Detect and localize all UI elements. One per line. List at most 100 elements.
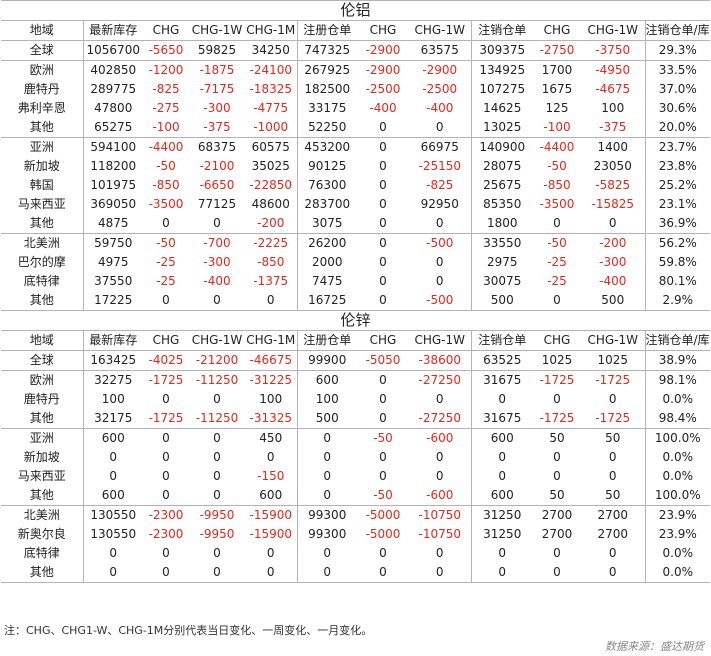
header-reg-chg-1w: CHG-1W — [409, 20, 471, 41]
cell-cancelled-warrants: 30075 — [470, 272, 533, 291]
cell-registered-warrants: 182500 — [296, 80, 357, 99]
subregion-row: 马来西亚 0 0 0 -150 0 0 0 0 0 0 0.0% — [1, 467, 711, 486]
cell-chg-1m: 48600 — [251, 197, 290, 211]
cell-registered-warrants: 747325 — [296, 40, 357, 61]
inventory-table: 伦铝 地域 最新库存 CHG CHG-1W CHG-1M 注册仓单 CHG CHG-1W 注销仓单… — [1, 0, 711, 583]
header-chg-1w: CHG-1W — [189, 330, 245, 351]
cell-chg: -4400 — [143, 137, 189, 157]
cell-chg-1w: -400 — [203, 274, 231, 288]
cell-cancel-ratio: 37.0% — [644, 80, 711, 99]
cell-can-chg-1w: 0 — [608, 216, 617, 230]
cell-can-chg-1w: 50 — [605, 488, 621, 502]
cell-cancelled-warrants: 600 — [470, 428, 533, 448]
cell-chg-1m: -850 — [257, 255, 285, 269]
table-header-row: 地域 最新库存 CHG CHG-1W CHG-1M 注册仓单 CHG CHG-1W 注销仓单 CH… — [1, 20, 711, 41]
cell-can-chg: 0 — [553, 216, 561, 230]
cell-chg: -1200 — [143, 60, 189, 80]
cell-registered-warrants: 7475 — [296, 272, 357, 291]
cell-chg-1w: 0 — [213, 469, 221, 483]
cell-reg-chg: -5000 — [365, 527, 401, 541]
cell-reg-chg: -50 — [357, 428, 409, 448]
cell-reg-chg: 0 — [379, 411, 387, 425]
table-title-row: 伦铝 — [1, 0, 711, 21]
cell-chg: 0 — [143, 291, 189, 311]
cell-can-chg-1w: 0 — [608, 450, 617, 464]
cell-can-chg-1w: -3750 — [595, 43, 631, 57]
subregion-row: 其他 4875 0 0 -200 3075 0 0 1800 0 0 36.9% — [1, 214, 711, 234]
cell-chg-1w: -300 — [203, 255, 231, 269]
cell-region: 全球 — [29, 353, 54, 367]
cell-cancelled-warrants: 1800 — [470, 214, 533, 234]
cell-latest-stock: 0 — [82, 544, 143, 563]
header-latest-stock: 最新库存 — [82, 330, 143, 351]
cell-reg-chg-1w: 63575 — [420, 43, 459, 57]
header-can-chg-1w: CHG-1W — [581, 20, 645, 41]
cell-cancel-ratio: 80.1% — [644, 272, 711, 291]
cell-latest-stock: 37550 — [82, 272, 143, 291]
cell-chg-1w: -6650 — [199, 178, 235, 192]
cell-can-chg: 0 — [553, 392, 561, 406]
header-latest-stock: 最新库存 — [82, 20, 143, 41]
cell-cancelled-warrants: 31250 — [470, 525, 533, 544]
cell-cancel-ratio: 0.0% — [644, 448, 711, 467]
cell-cancelled-warrants: 85350 — [470, 195, 533, 214]
header-can-chg: CHG — [533, 20, 581, 41]
header-region: 地域 — [1, 20, 83, 41]
cell-region: 马来西亚 — [17, 469, 66, 483]
cell-chg: -25 — [156, 255, 176, 269]
cell-latest-stock: 0 — [82, 563, 143, 583]
cell-reg-chg: 0 — [379, 216, 387, 230]
cell-chg: -2300 — [148, 527, 184, 541]
cell-latest-stock: 4975 — [82, 253, 143, 272]
cell-cancelled-warrants: 13025 — [470, 118, 533, 138]
cell-chg: -825 — [152, 82, 180, 96]
cell-can-chg-1w: 0 — [608, 546, 617, 560]
cell-cancel-ratio: 20.0% — [644, 118, 711, 138]
header-chg-1w: CHG-1W — [189, 20, 245, 41]
cell-latest-stock: 130550 — [82, 525, 143, 544]
cell-registered-warrants: 0 — [296, 467, 357, 486]
cell-cancel-ratio: 2.9% — [644, 291, 711, 311]
cell-registered-warrants: 76300 — [296, 176, 357, 195]
cell-latest-stock: 100 — [82, 390, 143, 409]
cell-chg-1w: 0 — [189, 428, 245, 448]
subregion-row: 底特律 37550 -25 -400 -1375 7475 0 0 30075 -25 -400 80… — [1, 272, 711, 291]
cell-registered-warrants: 52250 — [296, 118, 357, 138]
header-registered-warrants: 注册仓单 — [296, 330, 357, 351]
cell-registered-warrants: 100 — [296, 390, 357, 409]
cell-region: 亚洲 — [1, 428, 83, 448]
cell-reg-chg: 0 — [357, 563, 409, 583]
cell-latest-stock: 32175 — [82, 409, 143, 429]
cell-chg-1w: -2100 — [199, 159, 235, 173]
subregion-row: 鹿特丹 289775 -825 -7175 -18325 182500 -2500 -2500… — [1, 80, 711, 99]
cell-chg: -1725 — [143, 370, 189, 390]
cell-region: 北美洲 — [1, 233, 83, 253]
cell-region: 新加坡 — [23, 450, 60, 464]
cell-registered-warrants: 99900 — [296, 350, 357, 371]
cell-can-chg: -3500 — [539, 197, 575, 211]
cell-can-chg: -4400 — [533, 137, 581, 157]
cell-chg-1m: -1375 — [253, 274, 289, 288]
cell-can-chg-1w: -300 — [599, 255, 627, 269]
cell-region: 其他 — [1, 563, 83, 583]
cell-chg-1w: -21200 — [195, 353, 239, 367]
cell-chg-1m: 35025 — [251, 159, 290, 173]
cell-chg-1m: 0 — [245, 291, 297, 311]
cell-cancelled-warrants: 31250 — [470, 505, 533, 525]
cell-region: 新加坡 — [23, 159, 60, 173]
cell-reg-chg-1w: 0 — [435, 120, 444, 134]
cell-chg-1m: -4775 — [253, 101, 289, 115]
cell-latest-stock: 600 — [82, 486, 143, 506]
cell-chg-1w: 0 — [213, 546, 221, 560]
cell-can-chg-1w: 1400 — [581, 137, 645, 157]
cell-can-chg-1w: -200 — [581, 233, 645, 253]
cell-can-chg-1w: 50 — [581, 428, 645, 448]
cell-can-chg: -50 — [547, 159, 567, 173]
subregion-row: 其他 0 0 0 0 0 0 0 0 0 0 0.0% — [1, 563, 711, 583]
subregion-row: 巴尔的摩 4975 -25 -300 -850 2000 0 0 2975 -25 -300 59.8… — [1, 253, 711, 272]
cell-cancelled-warrants: 2975 — [470, 253, 533, 272]
cell-chg-1w: 0 — [189, 291, 245, 311]
header-chg: CHG — [143, 20, 189, 41]
cell-reg-chg: 0 — [379, 197, 387, 211]
cell-cancel-ratio: 23.1% — [644, 195, 711, 214]
